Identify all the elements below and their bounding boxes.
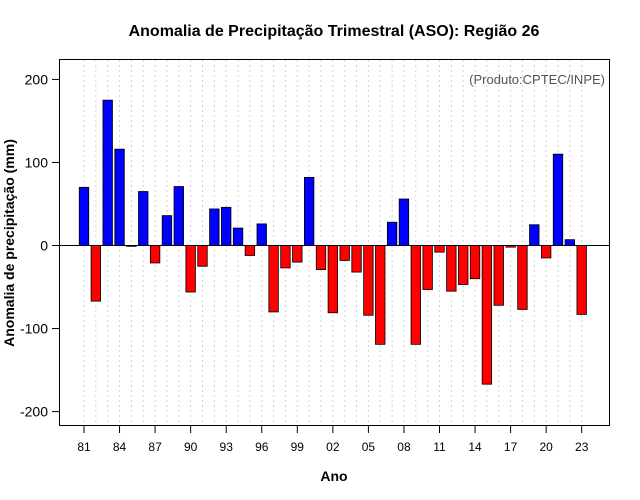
x-tick-label: 99	[291, 440, 305, 454]
y-axis: 200 100 0 -100 -200	[20, 71, 59, 420]
x-tick-label: 08	[397, 440, 411, 454]
x-axis-label: Ano	[320, 468, 347, 484]
x-tick-label: 14	[468, 440, 482, 454]
y-tick-label: 200	[25, 71, 49, 87]
bar	[422, 245, 433, 290]
bar	[221, 206, 232, 246]
bar	[102, 99, 113, 246]
x-tick-label: 90	[184, 440, 198, 454]
bar	[434, 245, 445, 253]
y-tick-label: 0	[40, 238, 48, 254]
bar	[529, 224, 540, 246]
x-tick-label: 02	[326, 440, 340, 454]
bar	[185, 245, 196, 293]
bar	[197, 245, 208, 267]
bar	[493, 245, 504, 306]
bar	[410, 245, 421, 345]
x-tick-label: 87	[148, 440, 162, 454]
bar	[256, 223, 267, 246]
bar	[339, 245, 350, 261]
bar	[303, 176, 315, 246]
bar	[244, 245, 256, 256]
bar	[173, 186, 184, 246]
bar	[232, 227, 244, 246]
bar	[552, 153, 564, 246]
bar	[386, 221, 398, 246]
bar	[517, 245, 528, 310]
x-tick-label: 05	[362, 440, 376, 454]
bar	[458, 245, 469, 285]
x-tick-label: 20	[539, 440, 553, 454]
chart-title: Anomalia de Precipitação Trimestral (ASO…	[129, 23, 540, 40]
bars	[78, 99, 587, 385]
y-tick-label: -200	[20, 404, 48, 420]
x-tick-label: 23	[575, 440, 589, 454]
x-tick-label: 93	[220, 440, 234, 454]
bar	[209, 208, 220, 246]
bar	[114, 148, 125, 246]
x-tick-label: 81	[77, 440, 91, 454]
bar	[351, 245, 362, 273]
bar	[375, 245, 386, 345]
bar	[363, 245, 374, 316]
bar	[481, 245, 493, 385]
bar	[149, 245, 161, 264]
bar	[564, 239, 575, 246]
plot-frame	[59, 59, 610, 426]
y-axis-label: Anomalia de precipitação (mm)	[1, 139, 17, 347]
bar	[78, 186, 90, 246]
bar	[469, 245, 481, 280]
bar	[292, 245, 303, 263]
y-tick-label: -100	[20, 321, 48, 337]
bar	[280, 245, 291, 269]
bar	[268, 245, 279, 313]
x-axis: 81 84 87 90 93 96 99 02 05 08 11 14 17 20 23	[77, 426, 589, 454]
y-tick-label: 100	[25, 154, 49, 170]
bar	[576, 245, 587, 315]
bar	[315, 245, 327, 270]
grid-lines	[83, 60, 583, 425]
bar	[446, 245, 457, 292]
x-tick-label: 96	[255, 440, 269, 454]
bar	[161, 215, 173, 246]
x-tick-label: 11	[433, 440, 446, 454]
bar	[541, 245, 552, 259]
x-tick-label: 84	[113, 440, 127, 454]
bar	[138, 191, 149, 246]
bar	[398, 198, 410, 246]
bar	[327, 245, 339, 314]
bar	[90, 245, 101, 302]
x-tick-label: 17	[504, 440, 518, 454]
product-credit: (Produto:CPTEC/INPE)	[469, 72, 605, 87]
